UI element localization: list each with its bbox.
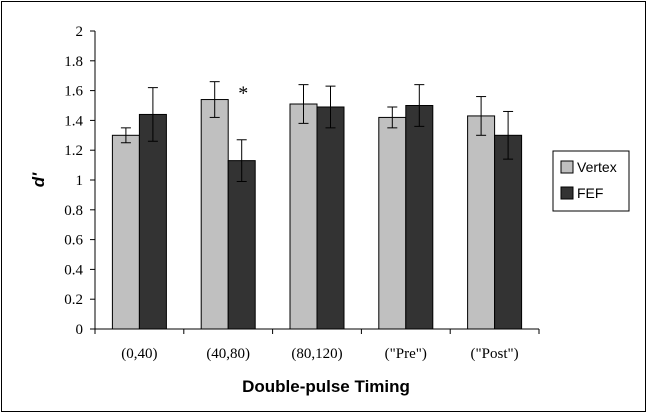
bar-vertex: [378, 116, 407, 330]
y-tick-label: 0.6: [64, 233, 83, 249]
x-tick-label: (40,80): [206, 346, 250, 362]
annotations-group: *: [238, 83, 248, 105]
x-tick-label: (0,40): [121, 346, 157, 362]
error-bar: [236, 139, 247, 182]
bar-fef: [316, 106, 345, 330]
legend-swatch-vertex: [560, 160, 574, 174]
error-bar: [147, 87, 158, 142]
x-tick-label: ("Pre"): [385, 346, 427, 362]
error-bar: [325, 85, 336, 129]
y-tick-label: 1.2: [64, 143, 83, 159]
x-axis-label: Double-pulse Timing: [242, 377, 410, 396]
y-tick-label: 1: [76, 173, 84, 189]
bar-vertex: [200, 99, 229, 330]
y-axis-ticks: 0 0.2 0.4 0.6 0.8 1 1.2 1.4 1.6 1.8 2: [64, 24, 95, 338]
bar-vertex: [111, 134, 140, 330]
y-tick-label: 0.4: [64, 262, 83, 278]
y-tick-label: 0: [76, 322, 84, 338]
legend-label-vertex: Vertex: [577, 159, 617, 175]
error-bar: [476, 96, 487, 136]
bar-vertex: [467, 115, 496, 330]
error-bar: [503, 110, 514, 160]
legend-label-fef: FEF: [577, 185, 603, 201]
error-bars-group: [120, 81, 514, 182]
legend: Vertex FEF: [552, 150, 630, 212]
y-tick-label: 0.2: [64, 292, 83, 308]
y-tick-label: 2: [76, 24, 84, 40]
significance-asterisk: *: [238, 83, 248, 105]
y-tick-label: 0.8: [64, 203, 83, 219]
error-bar: [387, 106, 398, 129]
bar-vertex: [289, 103, 318, 330]
bar-fef: [405, 105, 434, 330]
x-tick-label: ("Post"): [471, 346, 519, 362]
y-axis-label: d': [29, 172, 48, 187]
y-tick-label: 1.8: [64, 54, 83, 70]
legend-swatch-fef: [560, 186, 574, 200]
bar-fef: [227, 160, 256, 330]
x-axis-ticks: (0,40) (40,80) (80,120) ("Pre") ("Post"): [94, 329, 540, 362]
error-bar: [209, 81, 220, 118]
bar-fef: [494, 134, 523, 330]
error-bar: [414, 84, 425, 127]
y-tick-label: 1.6: [64, 84, 83, 100]
x-tick-label: (80,120): [291, 346, 342, 362]
bar-series-group: [111, 99, 523, 330]
error-bar: [120, 127, 131, 144]
y-tick-label: 1.4: [64, 113, 83, 129]
bar-fef: [138, 113, 167, 330]
error-bar: [298, 84, 309, 124]
